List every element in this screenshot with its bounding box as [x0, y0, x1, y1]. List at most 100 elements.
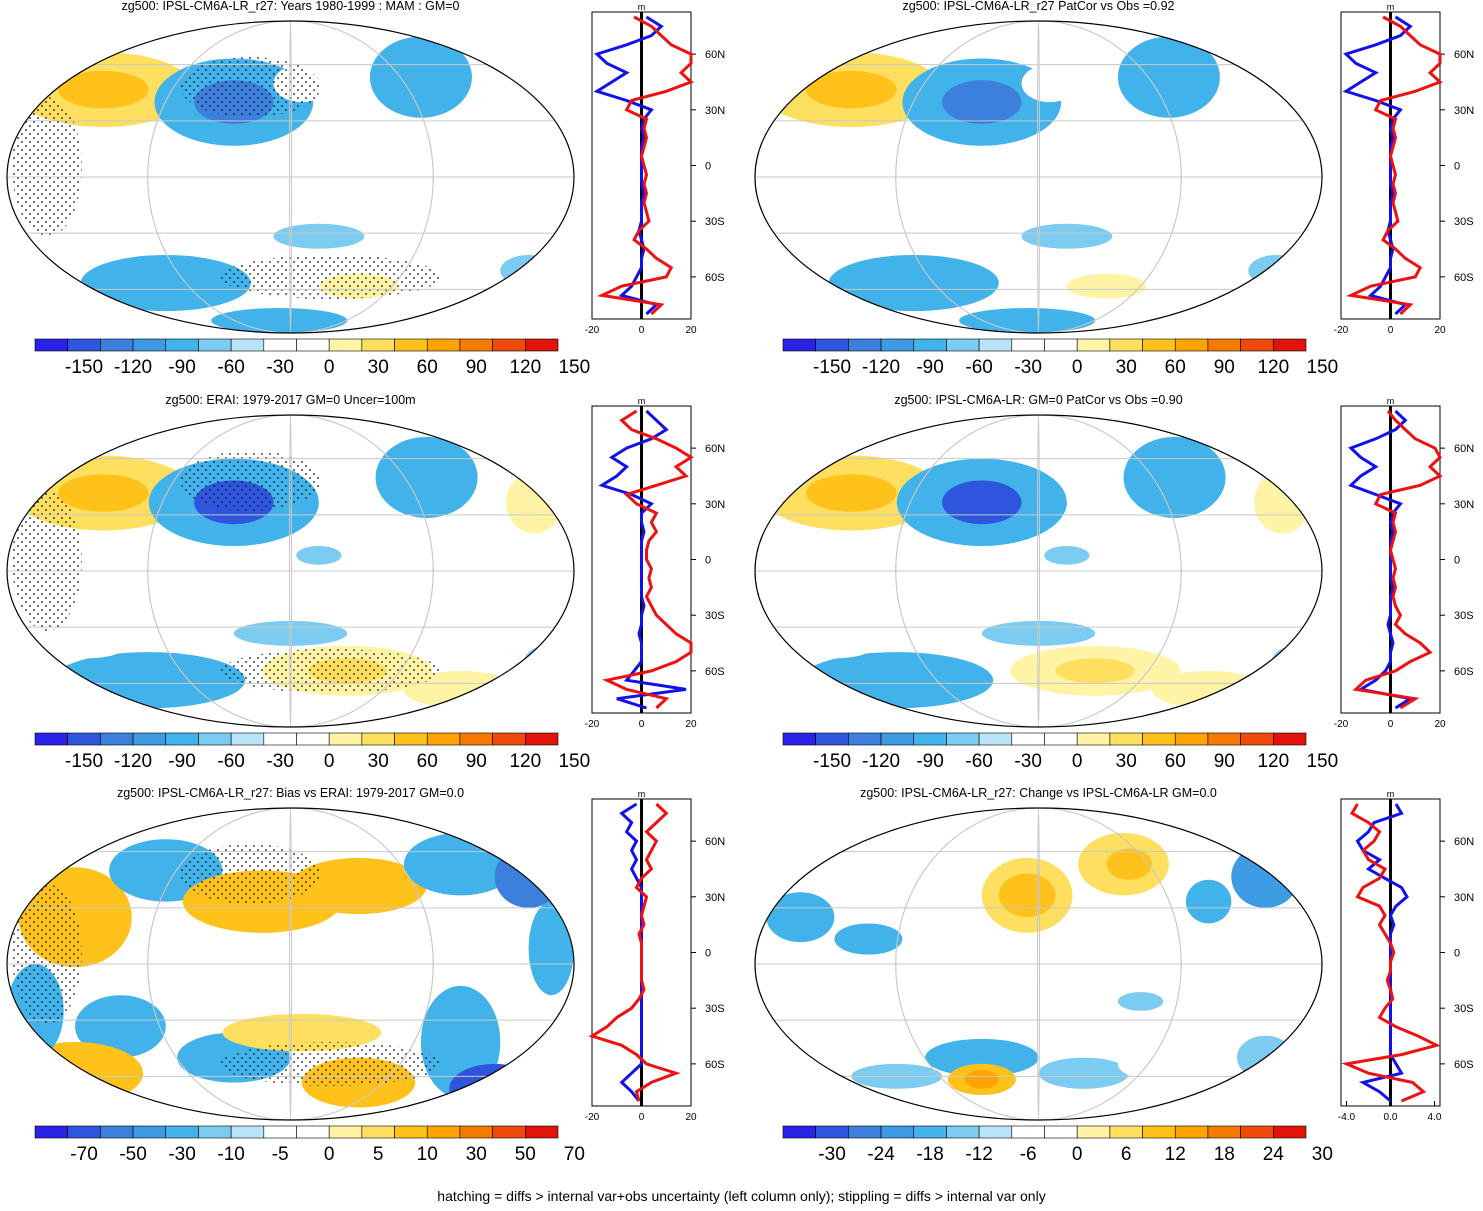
model-profile-line: [1345, 15, 1443, 316]
colorbar-swatch: [328, 338, 363, 352]
colorbar-swatch: [946, 338, 980, 352]
map: [755, 21, 1322, 333]
colorbar-label: -30: [266, 751, 293, 772]
colorbar-label: 60: [1165, 751, 1186, 772]
lat-label: 60S: [1454, 272, 1474, 284]
zonal-mean-plot: m 60N 30N 0 30S 60S -20 0 20: [585, 789, 725, 1123]
side-plot-unit: m: [638, 789, 646, 799]
x-tick-label: -4.0: [1338, 1112, 1356, 1123]
map: [755, 808, 1322, 1120]
stippling: [12, 884, 82, 1024]
x-tick-label: 0: [1388, 719, 1394, 730]
x-tick-label: 0: [639, 1112, 645, 1123]
x-tick-label: 4.0: [1428, 1112, 1442, 1123]
colorbar-swatch: [263, 1125, 297, 1139]
colorbar-label: -60: [217, 751, 244, 772]
colorbar-swatch: [1207, 1125, 1241, 1139]
anomaly-region: [1021, 223, 1113, 249]
stippling: [180, 844, 321, 904]
obs-profile-line: [1348, 409, 1415, 710]
anomaly-region: [800, 233, 869, 259]
obs-profile-line: [1342, 15, 1413, 316]
anomaly-region: [942, 480, 1022, 525]
anomaly-region: [925, 1038, 1039, 1077]
lat-label: 0: [705, 161, 711, 173]
colorbar-swatch: [1109, 338, 1143, 352]
anomaly-region: [1038, 1057, 1130, 1089]
colorbar-swatch: [67, 338, 101, 352]
colorbar-swatch: [848, 1125, 882, 1139]
colorbar-swatch: [913, 1125, 947, 1139]
colorbar-swatch: [913, 732, 947, 746]
lat-label: 30N: [705, 892, 725, 904]
lat-label: 0: [1454, 948, 1460, 960]
colorbar-label: -120: [114, 357, 152, 378]
x-tick-label: -20: [1334, 719, 1349, 730]
lat-label: 60S: [1454, 1059, 1474, 1071]
x-tick-label: -20: [585, 325, 600, 336]
colorbar-swatch: [100, 732, 134, 746]
side-plot-unit: m: [1387, 789, 1395, 799]
longitude-line: [895, 808, 1182, 1120]
stippling: [12, 97, 82, 237]
map-border: [754, 20, 1323, 334]
colorbar-swatch: [1011, 1125, 1045, 1139]
anomaly-region: [522, 645, 569, 684]
lat-label: 30N: [1454, 105, 1474, 117]
lat-label: 60N: [705, 443, 725, 455]
anomaly-region: [828, 254, 999, 312]
colorbar-swatch: [880, 732, 915, 746]
colorbar-label: -50: [119, 1144, 146, 1165]
zonal-mean-plot: m 60N 30N 0 30S 60S -20 0 20: [1334, 396, 1474, 730]
anomaly-region: [800, 652, 994, 709]
anomaly-region: [1044, 546, 1090, 565]
panel-title: zg500: IPSL-CM6A-LR_r27: Bias vs ERAI: 1…: [117, 786, 464, 800]
colorbar-label: 60: [417, 357, 438, 378]
map-border: [6, 807, 575, 1121]
anomaly-region: [806, 474, 897, 512]
x-tick-label: -20: [585, 719, 600, 730]
colorbar-label: -5: [272, 1144, 289, 1165]
map-border: [6, 414, 575, 728]
anomaly-region: [1225, 83, 1283, 146]
colorbar-swatch: [1174, 1125, 1209, 1139]
anomaly-region: [1106, 848, 1152, 880]
longitude-line: [147, 415, 434, 727]
colorbar-swatch: [815, 1125, 849, 1139]
anomaly-region: [1117, 1048, 1186, 1080]
anomaly-region: [1248, 255, 1305, 287]
colorbar-swatch: [913, 338, 947, 352]
longitude-line: [895, 21, 1182, 333]
colorbar-label: -90: [168, 751, 195, 772]
panel-model-climatology: zg500: IPSL-CM6A-LR_r27: Years 1980-1999…: [6, 0, 725, 378]
colorbar-swatch: [165, 732, 199, 746]
colorbar-swatch: [1076, 732, 1111, 746]
colorbar-swatch: [1142, 732, 1176, 746]
colorbar-label: 12: [1165, 1144, 1186, 1165]
x-tick-label: 20: [1434, 325, 1446, 336]
colorbar-swatch: [1076, 1125, 1111, 1139]
map: [7, 415, 574, 727]
colorbar-swatch: [492, 338, 526, 352]
colorbar-swatch: [1109, 732, 1143, 746]
colorbar-swatch: [978, 732, 1013, 746]
colorbar-swatch: [230, 732, 265, 746]
colorbar-swatch: [394, 338, 428, 352]
colorbar-label: -120: [114, 751, 152, 772]
colorbar-label: 60: [417, 751, 438, 772]
lat-label: 60S: [705, 666, 725, 678]
anomaly-region: [375, 436, 478, 518]
colorbar-swatch: [978, 1125, 1013, 1139]
longitude-line: [1037, 808, 1040, 1120]
colorbar-swatch: [1273, 1125, 1307, 1139]
colorbar-label: 10: [417, 1144, 438, 1165]
colorbar-swatch: [132, 1125, 167, 1139]
colorbar-swatch: [34, 1125, 68, 1139]
anomaly-region: [806, 70, 897, 109]
colorbar-swatch: [1109, 1125, 1143, 1139]
zonal-mean-plot: m 60N 30N 0 30S 60S -20 0 20: [585, 396, 725, 730]
anomaly-region: [222, 1013, 382, 1052]
colorbar-swatch: [1174, 338, 1209, 352]
model-profile-line: [1341, 803, 1441, 1103]
colorbar-label: 0: [1072, 357, 1083, 378]
